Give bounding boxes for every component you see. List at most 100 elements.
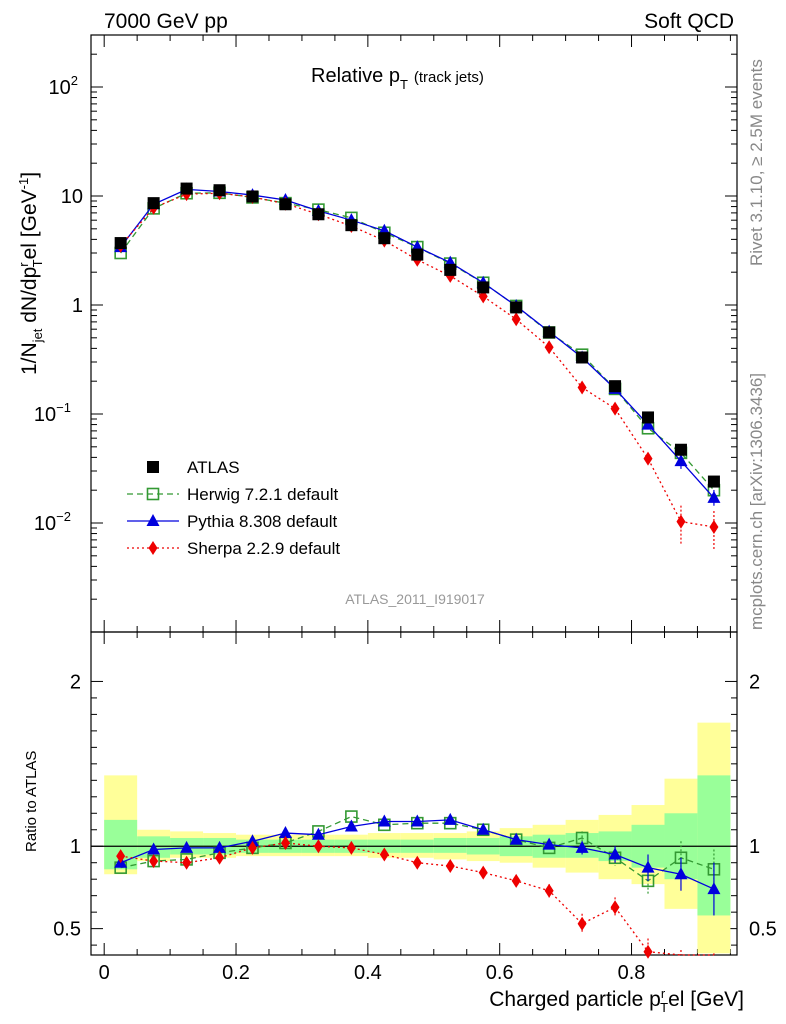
ratio-point-sherpa bbox=[511, 873, 521, 888]
data-point-sherpa bbox=[544, 340, 554, 355]
legend-marker bbox=[147, 461, 159, 473]
ratio-point-sherpa bbox=[149, 854, 159, 869]
data-point-sherpa bbox=[511, 312, 521, 327]
data-point-atlas bbox=[213, 184, 226, 197]
data-point-sherpa bbox=[676, 514, 686, 529]
uncertainty-band-inner bbox=[433, 837, 467, 853]
series-line-herwig bbox=[120, 192, 715, 491]
ratio-point-sherpa bbox=[280, 835, 290, 850]
header-left: 7000 GeV pp bbox=[104, 10, 228, 33]
x-tick-label: 0.4 bbox=[354, 962, 382, 984]
svg-text:Charged particle prTel [GeV]: Charged particle pr Tel [GeV] bbox=[489, 986, 744, 1015]
data-point-atlas bbox=[707, 475, 720, 488]
legend-label: ATLAS bbox=[187, 458, 240, 477]
title-main: Relative p bbox=[311, 65, 400, 87]
data-point-atlas bbox=[114, 237, 127, 250]
ratio-point-sherpa bbox=[610, 900, 620, 915]
series-line-pythia bbox=[120, 188, 715, 499]
ratio-point-pythia bbox=[147, 842, 161, 855]
ratio-panel-frame bbox=[90, 631, 738, 956]
y-tick-label-main: 10−1 bbox=[34, 400, 71, 426]
legend-marker bbox=[146, 487, 160, 501]
ratio-point-pythia bbox=[246, 834, 259, 847]
data-point-atlas bbox=[510, 301, 523, 314]
ratio-point-pythia bbox=[674, 867, 688, 880]
title-suffix: (track jets) bbox=[414, 69, 484, 86]
y-tick-label-main: 10−2 bbox=[34, 509, 71, 535]
svg-text:Relative pT(track jets): Relative pT (track jets) bbox=[311, 65, 484, 92]
y-tick-label-ratio-right: 2 bbox=[749, 671, 760, 693]
ratio-point-pythia bbox=[443, 812, 457, 825]
header-right: Soft QCD bbox=[644, 10, 734, 33]
x-tick-label: 0.8 bbox=[618, 962, 646, 984]
x-tick-label: 0.2 bbox=[222, 962, 250, 984]
ratio-point-sherpa bbox=[313, 839, 323, 854]
data-point-atlas bbox=[477, 281, 490, 294]
y-tick-label-ratio-right: 1 bbox=[749, 836, 760, 858]
ratio-point-sherpa bbox=[346, 840, 356, 855]
ratio-point-pythia bbox=[377, 814, 391, 827]
ratio-point-sherpa bbox=[577, 916, 587, 931]
x-tick-label: 0 bbox=[99, 962, 110, 984]
legend-marker bbox=[146, 514, 160, 526]
data-point-atlas bbox=[246, 190, 259, 203]
y-tick-label-ratio: 1 bbox=[70, 836, 81, 858]
xlabel: Charged particle pr Tel [GeV] bbox=[489, 986, 744, 1015]
data-point-atlas bbox=[312, 208, 325, 221]
mcplots-label: mcplots.cern.ch [arXiv:1306.3436] bbox=[747, 373, 766, 630]
ratio-point-sherpa bbox=[248, 840, 257, 855]
y-tick-label-ratio: 2 bbox=[70, 671, 81, 693]
plot-title: Relative pT (track jets) bbox=[311, 65, 484, 92]
data-point-atlas bbox=[543, 326, 556, 339]
data-point-atlas bbox=[180, 182, 193, 195]
y-tick-label-ratio-right: 0.5 bbox=[749, 919, 777, 941]
ratio-point-sherpa bbox=[478, 865, 488, 880]
legend-label: Herwig 7.2.1 default bbox=[187, 485, 338, 504]
ratio-point-sherpa bbox=[544, 883, 554, 898]
ylabel-ratio: Ratio to ATLAS bbox=[23, 751, 40, 852]
ratio-point-pythia bbox=[311, 827, 325, 840]
data-point-pythia bbox=[641, 417, 655, 430]
ratio-point-pythia bbox=[180, 840, 194, 853]
data-point-atlas bbox=[609, 380, 622, 393]
ratio-point-sherpa bbox=[215, 850, 225, 865]
x-tick-label: 0.6 bbox=[486, 962, 514, 984]
ratio-point-pythia bbox=[278, 826, 292, 839]
ratio-point-pythia bbox=[707, 882, 721, 895]
legend-marker bbox=[148, 541, 158, 555]
data-point-atlas bbox=[576, 351, 589, 364]
data-point-sherpa bbox=[709, 519, 719, 534]
legend-label: Sherpa 2.2.9 default bbox=[187, 539, 340, 558]
data-point-atlas bbox=[378, 232, 391, 245]
data-point-atlas bbox=[279, 198, 292, 211]
ratio-point-pythia bbox=[641, 860, 655, 873]
data-point-sherpa bbox=[610, 401, 620, 416]
data-point-pythia bbox=[674, 454, 688, 467]
y-tick-label-main: 102 bbox=[49, 73, 78, 99]
y-tick-label-main: 10 bbox=[61, 186, 83, 208]
ratio-point-pythia bbox=[213, 840, 227, 853]
ratio-point-pythia bbox=[608, 847, 622, 860]
ratio-point-sherpa bbox=[445, 859, 455, 874]
data-point-pythia bbox=[707, 490, 721, 503]
legend-label: Pythia 8.308 default bbox=[187, 512, 338, 531]
ylabel-main: 1/Njet dN/dprTel [GeV-1] bbox=[16, 172, 45, 375]
y-tick-label-ratio: 0.5 bbox=[53, 919, 81, 941]
data-point-sherpa bbox=[577, 380, 587, 395]
svg-text:1/Njet dN/dprTel [GeV-1]: 1/Njet dN/dprTel [GeV-1] bbox=[16, 172, 45, 375]
title-sub: T bbox=[400, 77, 408, 92]
ratio-point-sherpa bbox=[412, 855, 422, 870]
data-point-atlas bbox=[444, 263, 457, 276]
ratio-point-pythia bbox=[509, 832, 523, 845]
ratio-point-sherpa bbox=[182, 855, 192, 870]
data-point-atlas bbox=[411, 248, 424, 261]
data-point-atlas bbox=[674, 443, 687, 456]
ratio-point-pythia bbox=[542, 837, 556, 850]
rivet-label: Rivet 3.1.10, ≥ 2.5M events bbox=[747, 59, 766, 266]
data-point-atlas bbox=[642, 411, 655, 424]
data-point-sherpa bbox=[643, 451, 653, 466]
ratio-point-pythia bbox=[410, 814, 424, 827]
ratio-point-sherpa bbox=[116, 849, 126, 864]
y-tick-label-main: 1 bbox=[72, 295, 83, 317]
